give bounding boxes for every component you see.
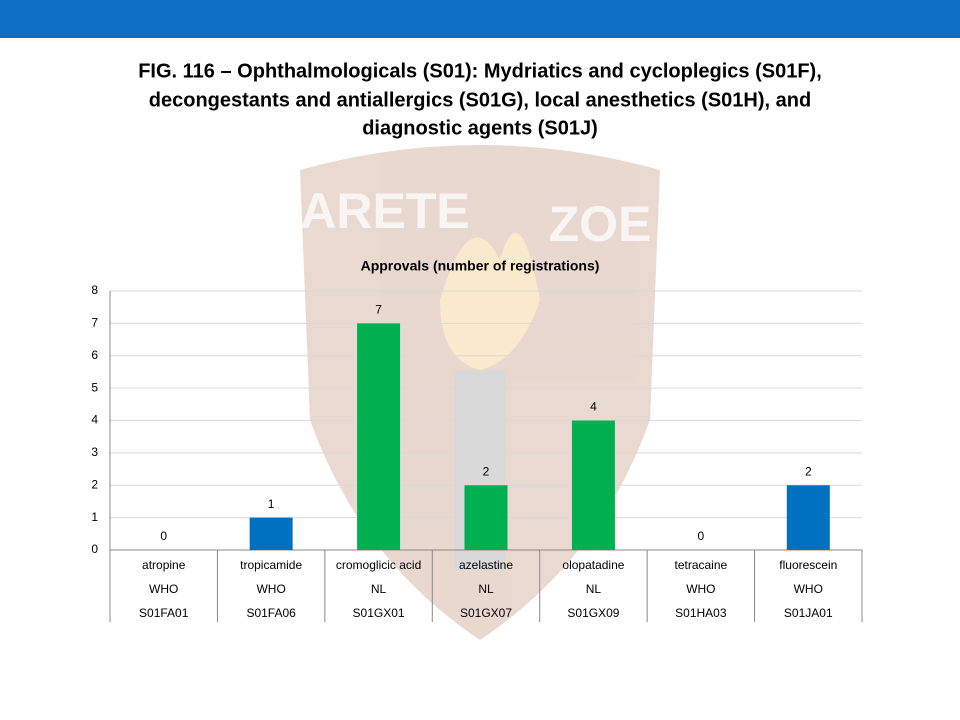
x-tick-label: tetracaine <box>675 558 728 572</box>
x-tick-label: azelastine <box>459 558 513 572</box>
y-tick-label: 4 <box>91 413 98 427</box>
source-label: NL <box>478 582 494 596</box>
y-tick-label: 2 <box>91 477 98 491</box>
code-label: S01GX09 <box>567 606 619 620</box>
bar <box>464 485 508 550</box>
source-label: NL <box>371 582 387 596</box>
code-label: S01FA01 <box>139 606 189 620</box>
chart-subtitle: Approvals (number of registrations) <box>361 258 600 274</box>
data-label: 7 <box>375 303 382 317</box>
source-label: WHO <box>794 582 823 596</box>
y-tick-label: 3 <box>91 445 98 459</box>
source-label: WHO <box>256 582 285 596</box>
data-label: 2 <box>483 464 490 478</box>
source-label: WHO <box>149 582 178 596</box>
source-label: WHO <box>686 582 715 596</box>
y-tick-label: 7 <box>91 316 98 330</box>
y-tick-label: 1 <box>91 510 98 524</box>
watermark-text: ZOE <box>549 196 652 252</box>
x-tick-label: tropicamide <box>240 558 302 572</box>
source-label: NL <box>586 582 602 596</box>
title-line: diagnostic agents (S01J) <box>362 117 598 139</box>
x-tick-label: olopatadine <box>562 558 624 572</box>
code-label: S01GX07 <box>460 606 512 620</box>
x-tick-label: cromoglicic acid <box>336 558 421 572</box>
bar <box>786 485 830 550</box>
data-label: 1 <box>268 497 275 511</box>
y-tick-label: 6 <box>91 348 98 362</box>
code-label: S01HA03 <box>675 606 727 620</box>
y-tick-label: 8 <box>91 283 98 297</box>
data-label: 4 <box>590 400 597 414</box>
bar <box>571 420 615 550</box>
x-tick-label: atropine <box>142 558 186 572</box>
bar <box>249 517 293 550</box>
data-label: 0 <box>160 529 167 543</box>
code-label: S01GX01 <box>353 606 405 620</box>
data-label: 0 <box>698 529 705 543</box>
title-line: decongestants and antiallergics (S01G), … <box>149 89 811 111</box>
x-tick-label: fluorescein <box>779 558 837 572</box>
watermark-text: ARETE <box>300 183 469 239</box>
title-line: FIG. 116 – Ophthalmologicals (S01): Mydr… <box>138 60 822 82</box>
top-band <box>0 0 960 38</box>
code-label: S01FA06 <box>246 606 296 620</box>
data-label: 2 <box>805 464 812 478</box>
y-tick-label: 5 <box>91 380 98 394</box>
y-tick-label: 0 <box>91 542 98 556</box>
code-label: S01JA01 <box>784 606 833 620</box>
bar <box>357 323 401 550</box>
